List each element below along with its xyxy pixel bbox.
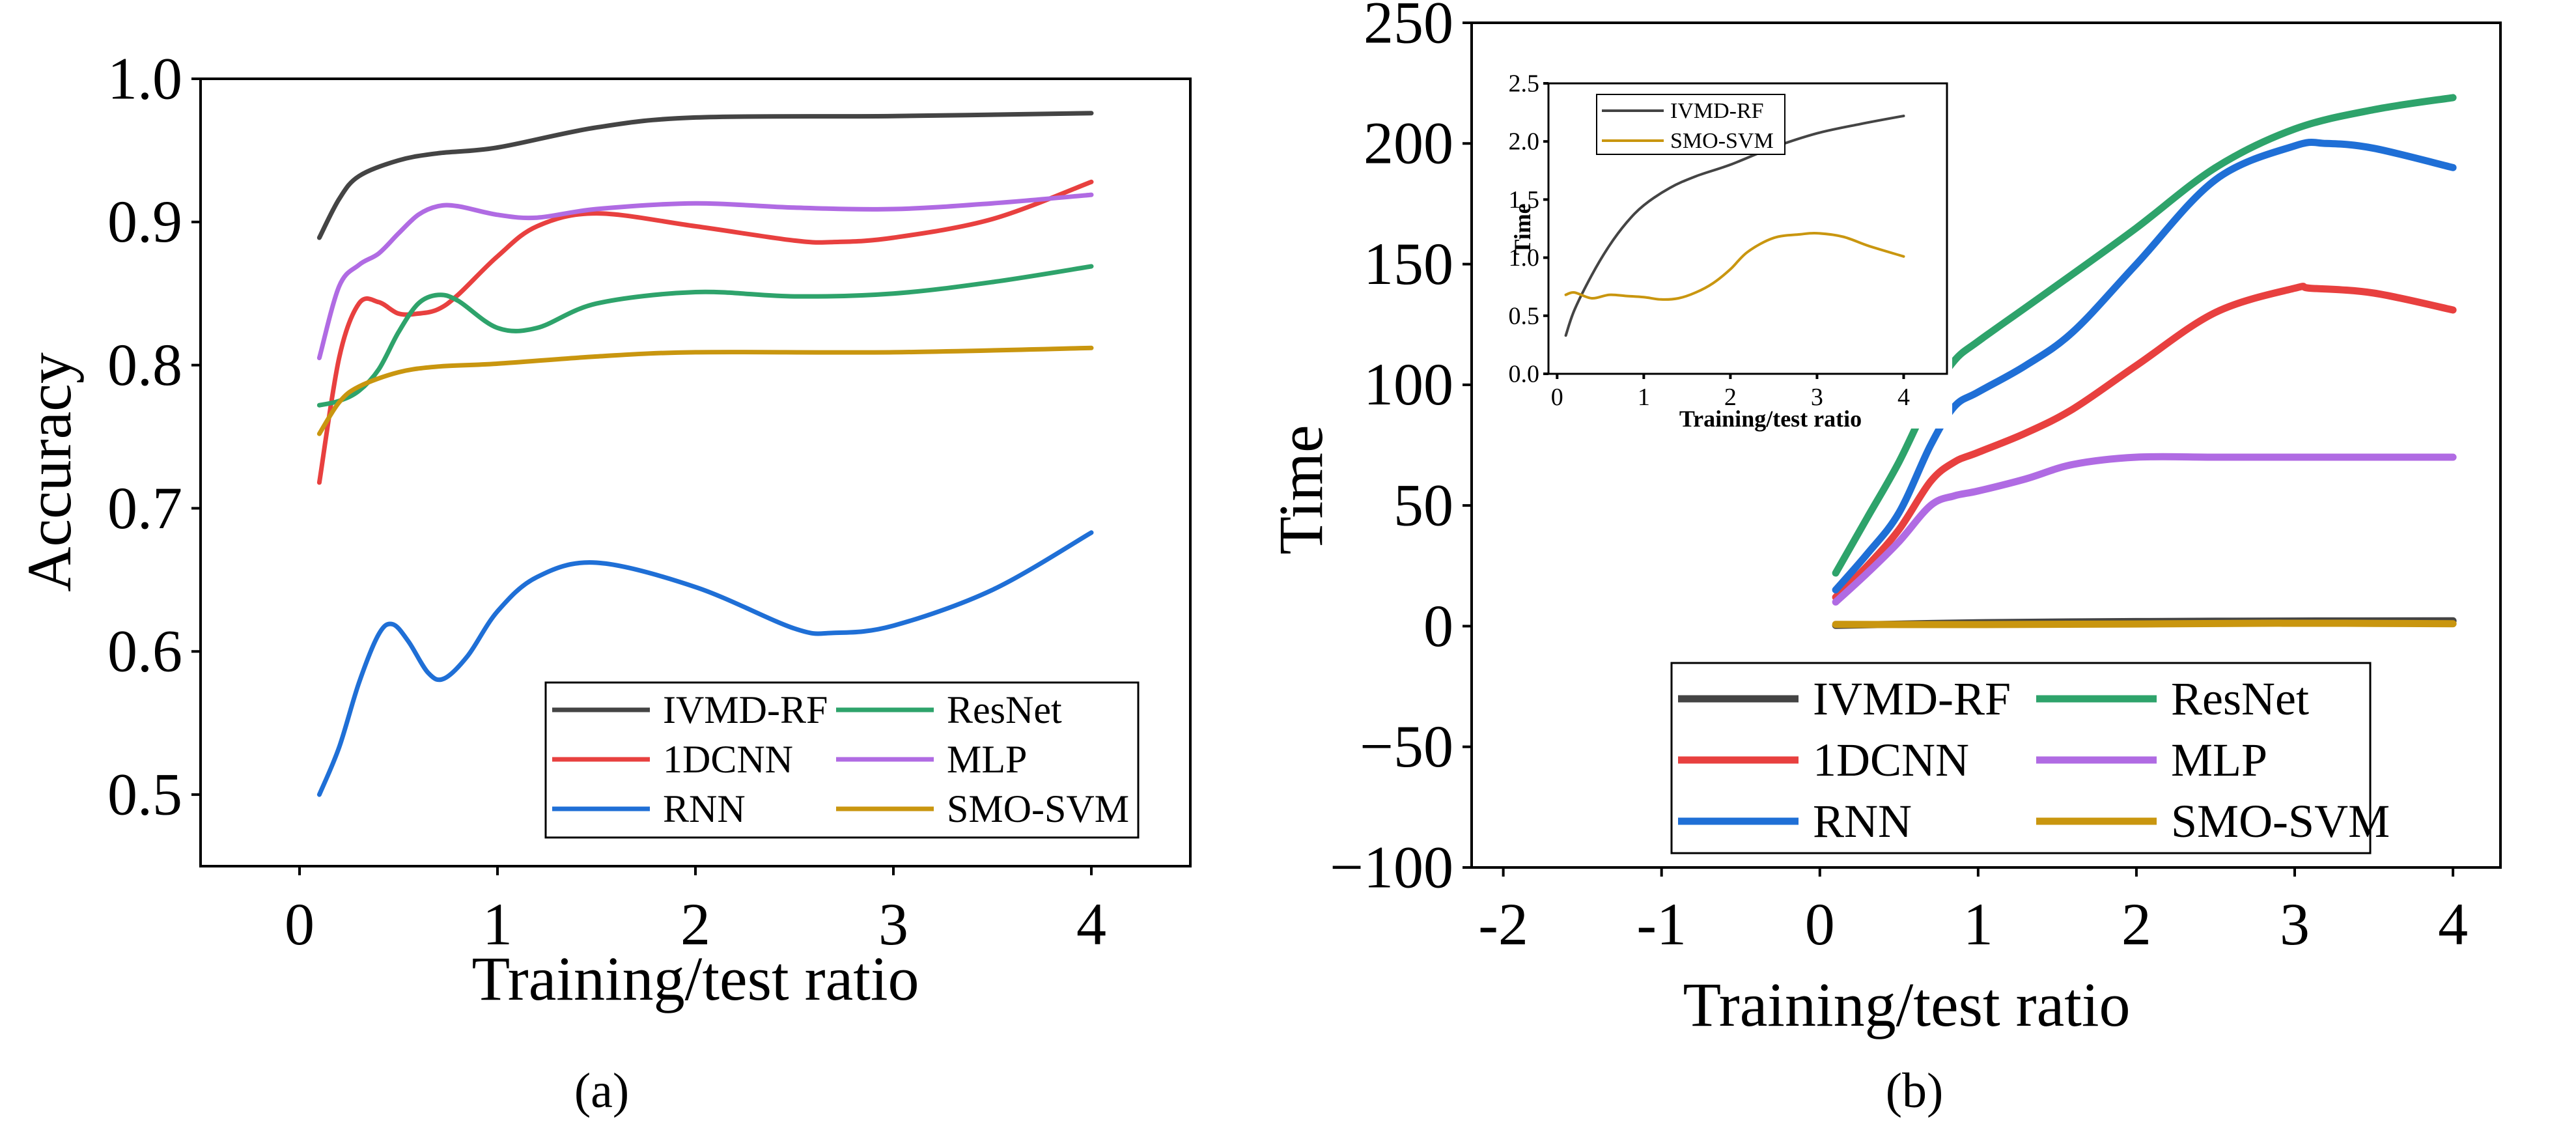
panel-b-series-lines: [1832, 94, 2457, 629]
panel-a-legend-label-mlp: MLP: [947, 738, 1027, 781]
panel-b-legend-items: IVMD-RF 1DCNN RNN ResNet MLP SMO-SVM: [1678, 673, 2390, 847]
inset-x-tick-label: 1: [1638, 384, 1650, 411]
panel-a-legend-label-resnet: ResNet: [947, 688, 1062, 731]
panel-b-y-tick-label: 100: [1364, 351, 1453, 417]
panel-b-x-axis-label: Training/test ratio: [1683, 970, 2130, 1039]
inset-x-tick-label: 2: [1724, 384, 1737, 411]
panel-a-legend-label-rnn: RNN: [663, 787, 746, 830]
panel-b-legend-label-ivmd-rf: IVMD-RF: [1813, 673, 2011, 725]
panel-b-y-tick-label: 250: [1364, 0, 1453, 55]
inset-y-tick-label: 2.0: [1509, 128, 1540, 156]
panel-b-y-tick-label: 200: [1364, 110, 1453, 176]
panel-a-legend-items: IVMD-RF 1DCNN RNN ResNet MLP SMO-SVM: [552, 688, 1129, 830]
panel-a-series-rnn: [316, 530, 1094, 797]
panel-b-x-ticks: -2 -1 0 1 2 3 4: [1478, 867, 2468, 957]
panel-a-legend-label-ivmd-rf: IVMD-RF: [663, 688, 828, 731]
panel-a-x-tick-label: 4: [1076, 891, 1106, 957]
panel-a-x-tick-label: 3: [878, 891, 908, 957]
inset-y-tick-label: 1.5: [1509, 186, 1540, 214]
panel-a-series-lines: [316, 111, 1094, 797]
inset-legend: IVMD-RF SMO-SVM: [1596, 94, 1785, 155]
panel-b-series-1dcnn: [1832, 283, 2457, 601]
panel-b-x-tick-label: 2: [2121, 891, 2151, 957]
panel-a-series-smo-svm: [316, 345, 1094, 436]
panel-a-y-tick-label: 0.6: [107, 618, 182, 684]
panel-b-series-mlp: [1832, 453, 2457, 606]
inset-series-lines: [1564, 115, 1905, 337]
inset-y-axis-label: Time: [1509, 203, 1535, 255]
inset-x-tick-label: 4: [1897, 384, 1910, 411]
panel-a-legend-label-smo-svm: SMO-SVM: [947, 787, 1129, 830]
panel-a-y-tick-label: 0.9: [107, 188, 182, 255]
panel-b-x-tick-label: 0: [1805, 891, 1835, 957]
panel-b-label: (b): [1886, 1064, 1944, 1118]
panel-a-x-tick-label: 0: [285, 891, 315, 957]
panel-a-legend: IVMD-RF 1DCNN RNN ResNet MLP SMO-SVM: [544, 681, 1140, 839]
panel-b-series-rnn: [1832, 138, 2457, 594]
panel-a-y-tick-label: 0.8: [107, 331, 182, 398]
panel-a-series-ivmd-rf: [316, 111, 1094, 240]
panel-b-x-tick-label: 4: [2438, 891, 2468, 957]
panel-a-series-mlp: [316, 192, 1094, 361]
panel-a-series-1dcnn: [316, 179, 1094, 485]
inset-y-tick-label: 2.5: [1509, 70, 1540, 98]
panel-b-plot-frame: [1470, 21, 2502, 869]
panel-b-y-ticks: −100 −50 0 50 100 150 200 250: [1330, 0, 1472, 900]
panel-b-time-chart: -2 -1 0 1 2 3 4 −100 −50 0 50 100 150 200 250 Trainin…: [1266, 0, 2502, 1118]
inset-legend-label-smo-svm: SMO-SVM: [1670, 129, 1774, 153]
panel-b-x-tick-label: -1: [1636, 891, 1687, 957]
panel-a-y-tick-label: 1.0: [107, 45, 182, 111]
panel-b-series-resnet: [1832, 94, 2457, 577]
inset-x-tick-label: 0: [1551, 384, 1563, 411]
inset-legend-label-ivmd-rf: IVMD-RF: [1670, 99, 1764, 123]
panel-a-y-axis-label: Accuracy: [14, 352, 84, 592]
panel-a-y-ticks: 0.5 0.6 0.7 0.8 0.9 1.0: [107, 45, 201, 827]
panel-b-legend-label-1dcnn: 1DCNN: [1813, 734, 1969, 786]
panel-a-x-tick-label: 1: [483, 891, 512, 957]
inset-y-tick-label: 0.0: [1509, 361, 1540, 388]
panel-b-legend-label-mlp: MLP: [2171, 734, 2267, 786]
panel-b-y-tick-label: 50: [1393, 472, 1453, 539]
panel-b-inset-chart: 0 1 2 3 4 0.0 0.5 1.0 1.5 2.0 2.5 Training/test r…: [1509, 70, 1952, 432]
inset-x-ticks: 0 1 2 3 4: [1551, 374, 1910, 411]
panel-b-y-tick-label: 150: [1364, 231, 1453, 297]
panel-b-x-tick-label: 1: [1963, 891, 1993, 957]
panel-a-legend-label-1dcnn: 1DCNN: [663, 738, 793, 781]
panel-b-x-tick-label: 3: [2280, 891, 2310, 957]
panel-a-accuracy-chart: 0 1 2 3 4 0.5 0.6 0.7 0.8 0.9 1.0 Training/test r…: [14, 45, 1192, 1118]
panel-b-y-tick-label: −50: [1360, 713, 1453, 780]
inset-x-tick-label: 3: [1811, 384, 1823, 411]
panel-b-y-axis-label: Time: [1266, 425, 1336, 554]
panel-a-x-tick-label: 2: [680, 891, 710, 957]
inset-x-axis-label: Training/test ratio: [1679, 406, 1862, 432]
inset-series-ivmd-rf: [1564, 115, 1905, 337]
panel-b-legend: IVMD-RF 1DCNN RNN ResNet MLP SMO-SVM: [1670, 662, 2390, 854]
inset-y-tick-label: 1.0: [1509, 244, 1540, 272]
panel-a-y-tick-label: 0.5: [107, 761, 182, 827]
inset-plot-frame: [1547, 82, 1948, 375]
panel-a-series-resnet: [316, 264, 1094, 408]
panel-b-legend-label-rnn: RNN: [1813, 795, 1912, 847]
panel-a-x-axis-label: Training/test ratio: [471, 944, 919, 1013]
panel-a-y-tick-label: 0.7: [107, 475, 182, 541]
panel-b-legend-label-resnet: ResNet: [2171, 673, 2309, 725]
panel-b-y-tick-label: −100: [1330, 834, 1453, 900]
panel-a-label: (a): [574, 1064, 629, 1118]
panel-b-legend-label-smo-svm: SMO-SVM: [2171, 795, 2390, 847]
panel-b-x-tick-label: -2: [1478, 891, 1528, 957]
inset-y-tick-label: 0.5: [1509, 302, 1540, 330]
panel-a-x-ticks: 0 1 2 3 4: [285, 866, 1106, 957]
panel-b-y-tick-label: 0: [1423, 593, 1453, 659]
panel-b-series-smo-svm: [1832, 619, 2457, 628]
inset-series-smo-svm: [1564, 231, 1905, 301]
inset-legend-box: [1596, 94, 1785, 155]
inset-legend-items: IVMD-RF SMO-SVM: [1602, 99, 1774, 153]
inset-y-ticks: 0.0 0.5 1.0 1.5 2.0 2.5: [1509, 70, 1548, 388]
